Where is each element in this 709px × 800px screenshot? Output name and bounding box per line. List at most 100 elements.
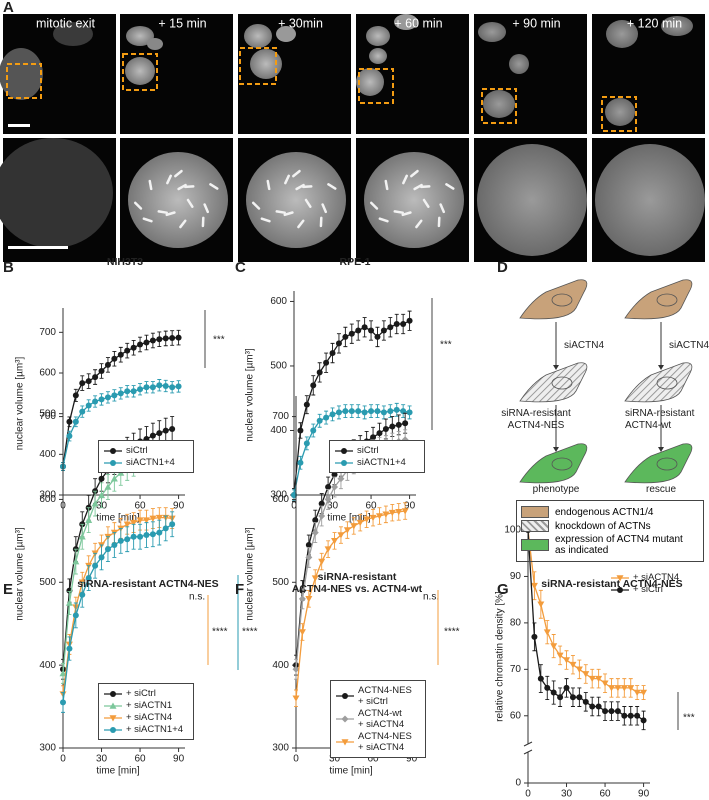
chromatin-streak	[378, 217, 389, 223]
marker	[305, 553, 313, 561]
legend: siCtrl siACTN1+4	[98, 440, 194, 473]
marker	[337, 532, 345, 539]
chromatin-streak	[297, 219, 305, 229]
marker	[79, 408, 86, 415]
legend-label: + siACTN1	[126, 700, 173, 711]
marker	[374, 408, 381, 415]
outcome-label: rescue	[645, 484, 676, 495]
y-tick-label: 500	[39, 577, 56, 588]
arrow-head	[658, 365, 664, 370]
marker	[110, 475, 118, 482]
marker	[142, 517, 150, 524]
y-axis-label: relative chromatin density [%]	[495, 591, 506, 722]
legend-label: + siACTN1+4	[126, 724, 184, 735]
nucleus	[126, 26, 154, 46]
x-tick-label: 60	[599, 789, 611, 800]
marker	[316, 369, 323, 376]
marker	[640, 689, 648, 697]
marker	[98, 475, 105, 482]
legend-label: + siACTN4	[633, 572, 680, 583]
annotation: n.s.	[423, 592, 439, 603]
x-tick-label: 60	[134, 754, 146, 765]
marker	[66, 433, 73, 440]
y-tick-label: 500	[270, 361, 287, 372]
annotation: ****	[212, 627, 228, 638]
marker	[156, 430, 163, 437]
marker	[169, 426, 176, 432]
marker	[401, 508, 409, 515]
marker	[575, 666, 583, 673]
marker	[143, 339, 150, 346]
legend-label: siACTN1+4	[357, 457, 406, 468]
marker	[348, 330, 355, 337]
marker	[98, 396, 105, 403]
legend-swatch	[521, 539, 549, 551]
marker	[602, 708, 609, 715]
y-tick-label: 400	[39, 660, 56, 671]
marker	[78, 533, 86, 540]
legend-key	[611, 586, 629, 593]
marker	[406, 409, 413, 416]
legend-key	[611, 574, 629, 581]
legend-entry: ACTN4-NES + siCtrl	[335, 685, 421, 707]
marker	[310, 427, 317, 434]
chromatin-streak	[275, 210, 286, 214]
chart-title: siRNA-resistant ACTN4-NES	[77, 578, 219, 590]
marker	[633, 689, 641, 697]
marker	[72, 612, 79, 619]
marker	[343, 527, 351, 534]
marker	[406, 317, 413, 324]
chart-title: siRNA-resistant ACTN4-NES vs. ACTN4-wt	[291, 571, 423, 595]
marker	[318, 558, 326, 566]
annotation: ****	[242, 627, 258, 638]
marker	[569, 661, 577, 669]
scale-bar	[8, 246, 68, 249]
y-tick-label: 90	[510, 571, 522, 582]
y-tick-label: 0	[515, 778, 521, 789]
annotation: ***	[683, 713, 695, 724]
series-line	[295, 510, 406, 699]
marker	[543, 629, 551, 636]
marker	[395, 509, 403, 516]
y-tick-label: 400	[39, 449, 56, 460]
legend-entry: siACTN1+4	[334, 457, 420, 468]
cell-nucleus	[551, 457, 573, 471]
chromatin-streak	[415, 219, 423, 229]
chromatin-streak	[166, 174, 172, 185]
zoom-box	[481, 88, 517, 124]
chromatin-streak	[402, 174, 408, 185]
marker	[298, 595, 306, 603]
marker	[331, 483, 339, 491]
legend-label: ACTN4-wt + siACTN4	[358, 708, 405, 730]
marker	[595, 675, 603, 683]
marker	[104, 546, 111, 553]
marker	[395, 421, 402, 428]
marker	[124, 347, 131, 354]
marker	[110, 726, 116, 733]
legend-entry: + siCtrl	[610, 584, 680, 595]
marker	[98, 367, 105, 374]
legend-entry: + siACTN1	[103, 700, 189, 711]
step-label: siACTN4	[669, 340, 709, 351]
x-tick-label: 30	[327, 501, 339, 512]
marker	[387, 324, 394, 331]
nucleus	[125, 57, 155, 85]
marker	[110, 459, 116, 466]
chromatin-streak	[419, 185, 431, 189]
marker	[79, 591, 86, 598]
y-tick-label: 80	[510, 618, 522, 629]
series-line	[62, 523, 173, 703]
marker	[298, 629, 306, 636]
marker	[149, 384, 156, 391]
chromatin-streak	[410, 169, 419, 178]
marker	[337, 475, 345, 483]
legend-key	[104, 702, 122, 709]
marker	[342, 693, 348, 699]
marker	[310, 382, 317, 389]
marker	[104, 394, 111, 401]
marker	[331, 538, 339, 545]
marker	[380, 327, 387, 334]
legend-key	[335, 447, 353, 454]
legend-label: siCtrl	[126, 445, 148, 456]
marker	[388, 509, 396, 517]
